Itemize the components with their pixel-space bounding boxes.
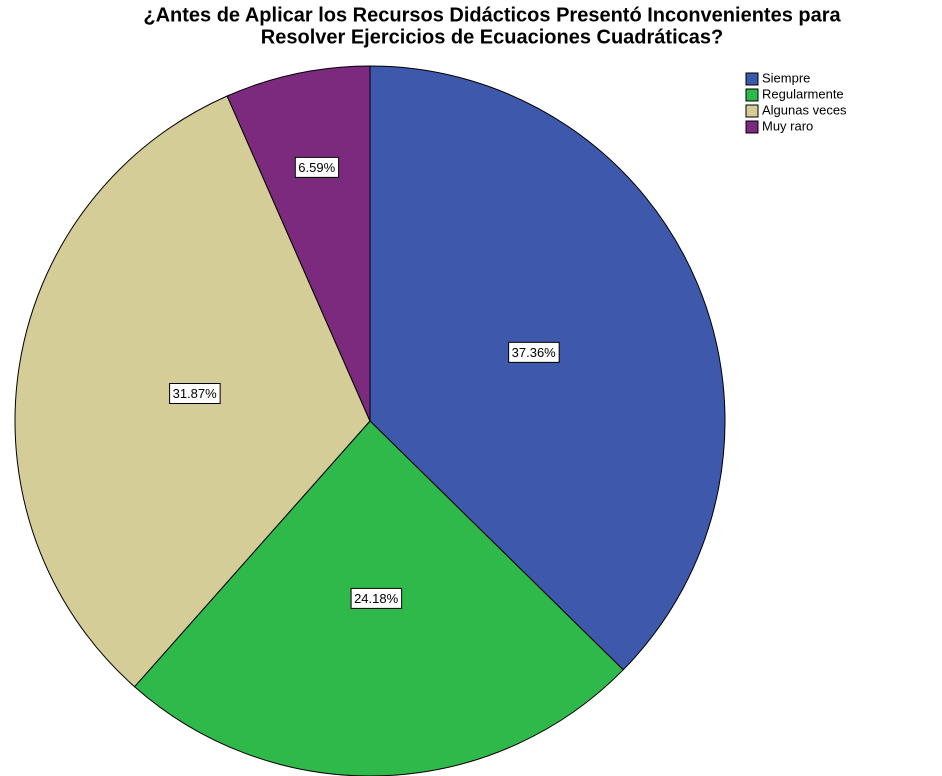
data-label-box [350,587,403,609]
chart-title: Resolver Ejercicios de Ecuaciones Cuadrá… [261,26,723,48]
legend-label: Regularmente [762,86,844,101]
data-label: 24.18% [350,587,403,609]
legend-label: Muy raro [762,118,813,133]
legend-swatch [745,104,759,118]
data-label-box [294,156,340,178]
data-label-text: 24.18% [354,591,399,606]
data-label: 37.36% [508,341,560,363]
legend-swatch [745,88,759,102]
legend-label: Siempre [762,70,810,85]
data-label: 31.87% [169,383,221,405]
data-label-text: 6.59% [298,160,335,175]
data-label-text: 37.36% [512,345,557,360]
legend-swatch [745,120,759,134]
data-label: 6.59% [294,156,340,178]
pie-slice [226,65,371,422]
legend-label: Algunas veces [762,102,847,117]
data-label-box [169,383,221,405]
chart-title: ¿Antes de Aplicar los Recursos Didáctico… [143,4,841,26]
pie-slice [369,65,726,671]
legend-swatch [745,72,759,86]
data-label-text: 31.87% [173,386,218,401]
data-label-box [508,341,560,363]
